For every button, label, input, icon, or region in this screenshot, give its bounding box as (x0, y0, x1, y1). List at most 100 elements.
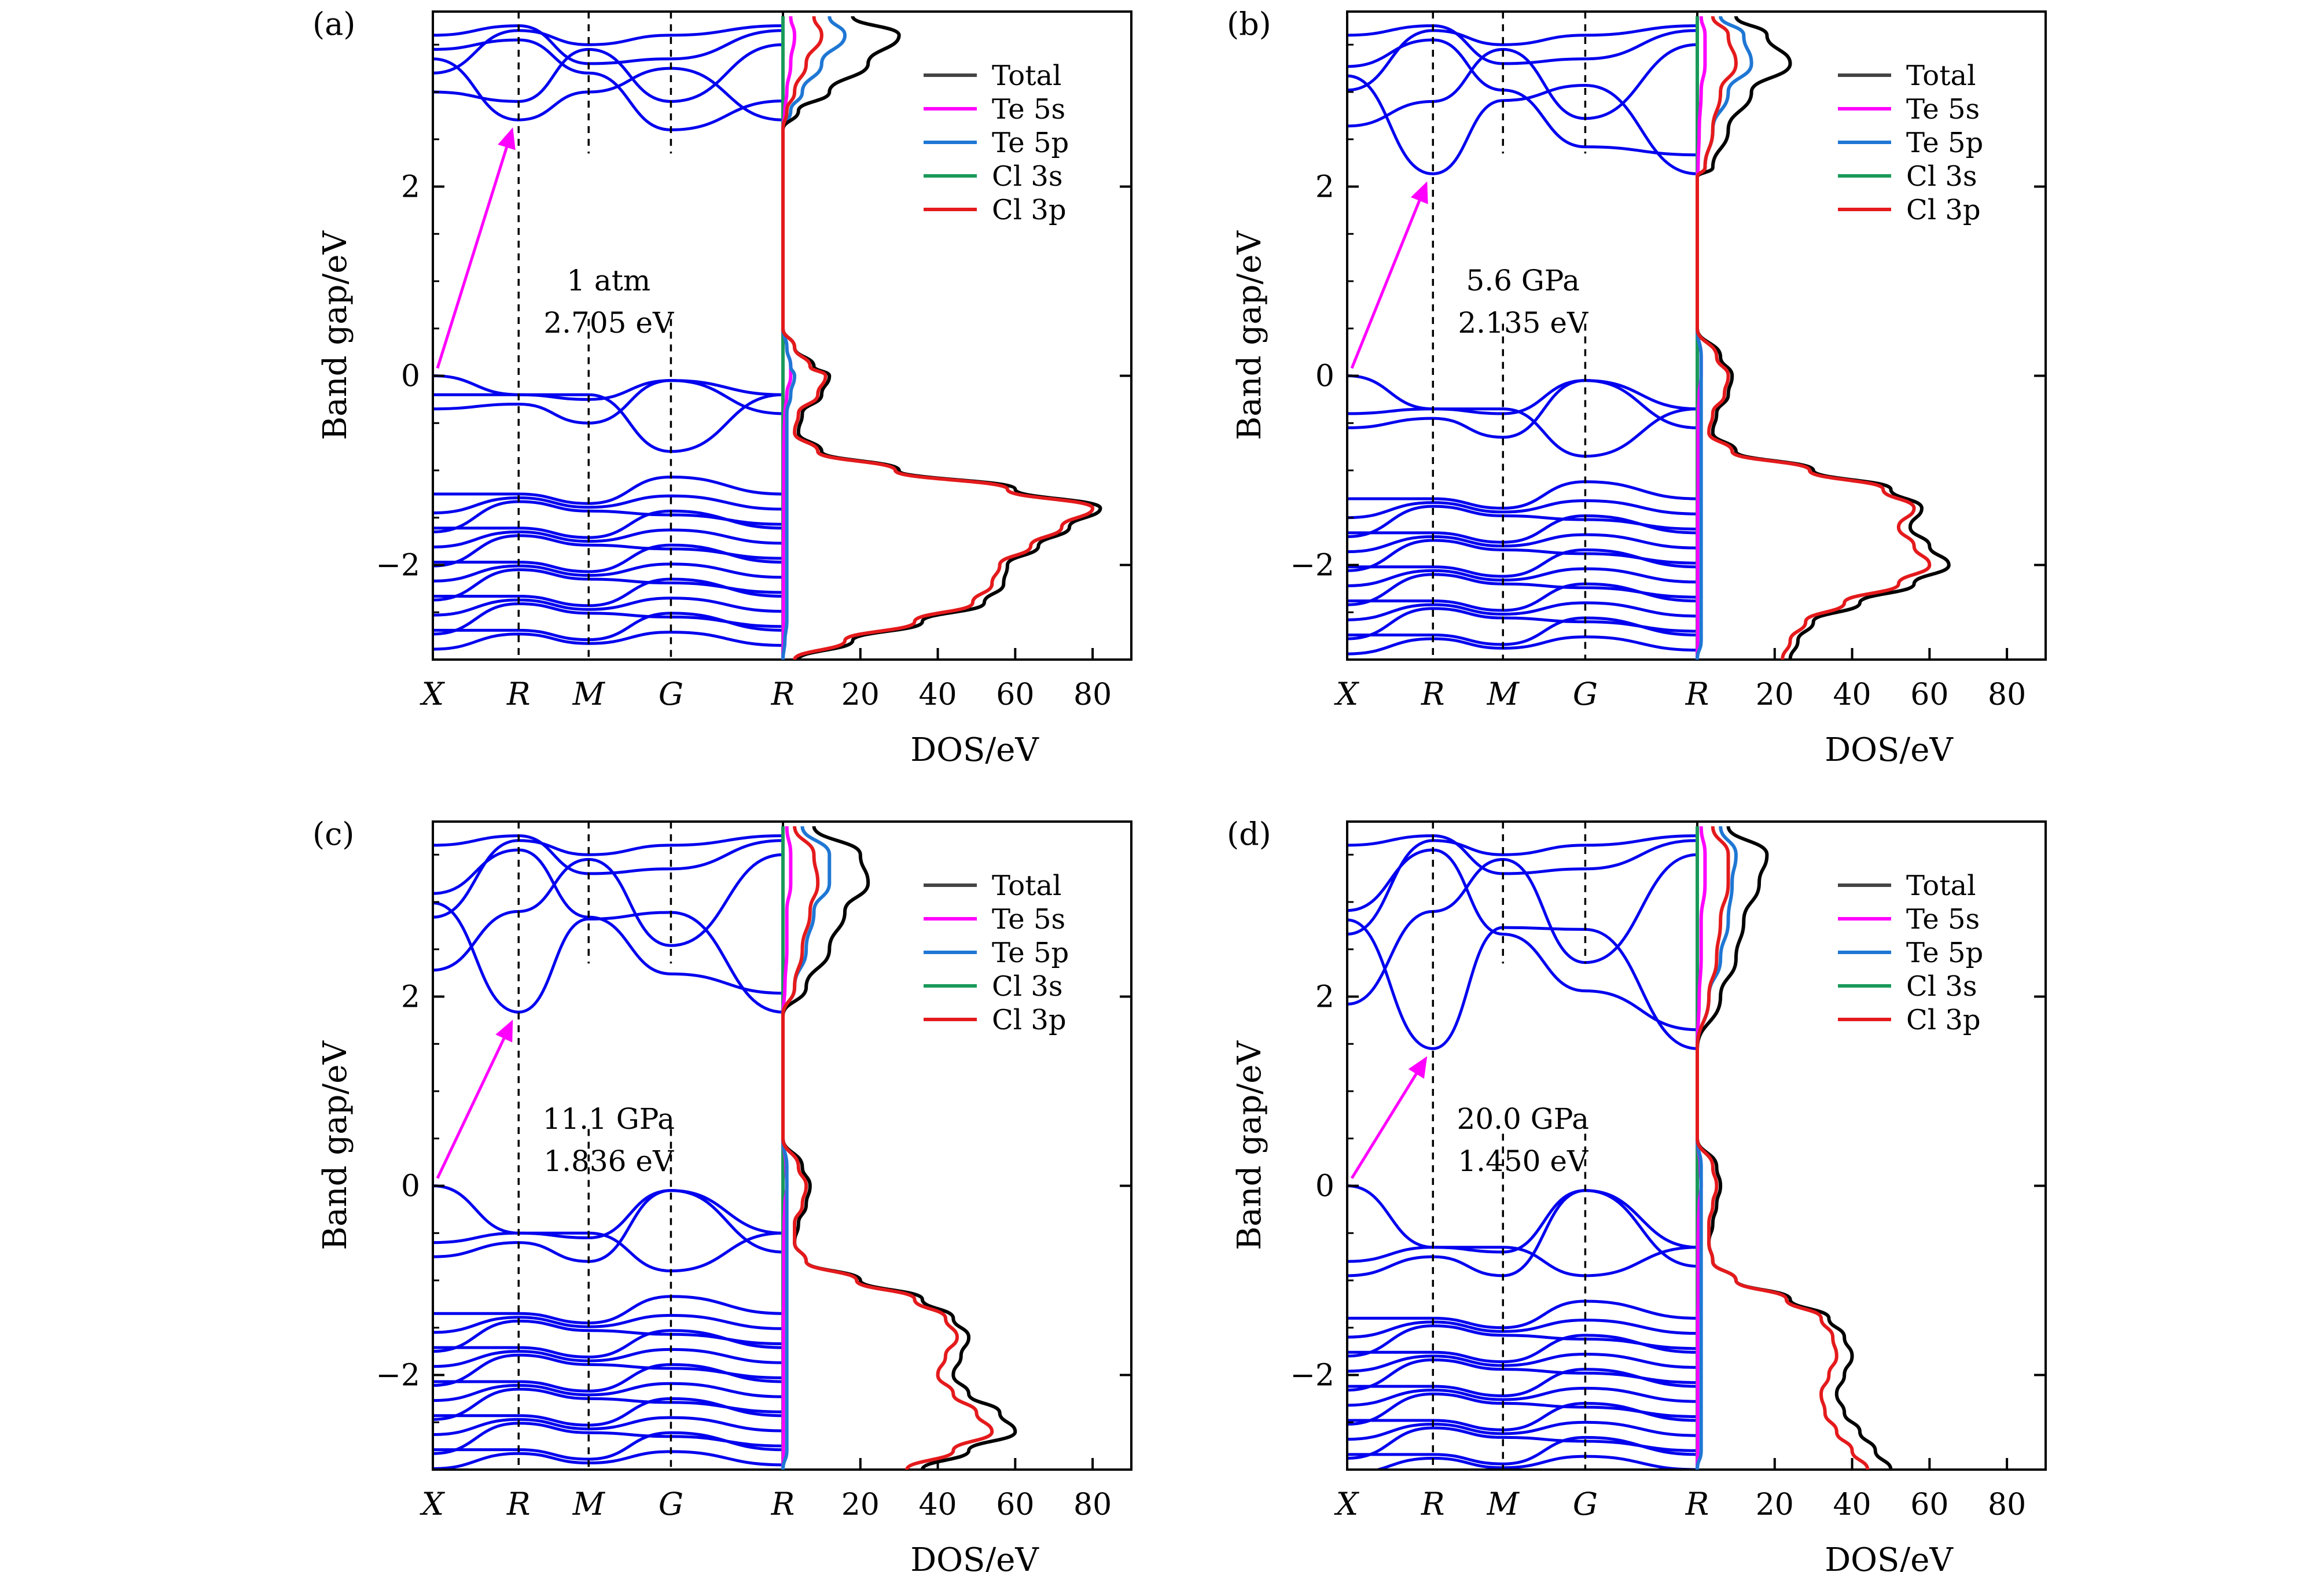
band-gap-arrowhead (495, 1019, 513, 1043)
valence-band (433, 494, 784, 515)
dos-tick-label: 20 (841, 1488, 880, 1522)
legend-label: Cl 3s (1906, 160, 1977, 193)
y-tick-label: 2 (401, 170, 420, 204)
valence-band (1347, 1386, 1698, 1407)
dos-axis-label: DOS/eV (910, 731, 1039, 769)
band-lines (1347, 834, 1698, 1470)
valence-band (433, 612, 784, 642)
valence-band (1347, 616, 1698, 646)
valence-band (1347, 1189, 1698, 1278)
kpoint-label: R (506, 1486, 531, 1522)
band-gap-arrow (1350, 200, 1421, 369)
valence-band (1347, 1246, 1698, 1278)
valence-band (433, 1416, 784, 1436)
panel-label: (c) (312, 816, 354, 852)
legend-label: Te 5p (992, 127, 1069, 159)
valence-band (433, 1363, 784, 1393)
gap-label: 2.705 eV (543, 306, 674, 340)
dos-tick-label: 40 (1833, 678, 1871, 712)
legend-label: Te 5s (1906, 93, 1980, 126)
kpoint-label: X (420, 676, 446, 712)
valence-band (433, 543, 784, 573)
dos-series-total (781, 15, 1102, 660)
dos-tick-label: 40 (918, 1488, 957, 1522)
valence-band (433, 1431, 784, 1461)
dos-tick-label: 60 (1910, 1488, 1948, 1522)
dos-tick-label: 40 (918, 678, 957, 712)
dos-series-te-5s (1696, 826, 1707, 1470)
valence-band (433, 597, 784, 617)
band-gap-arrow (436, 1037, 506, 1179)
dos-curves (781, 826, 1017, 1470)
y-tick-label: −2 (376, 548, 420, 583)
pressure-label: 5.6 GPa (1466, 264, 1580, 297)
pressure-label: 20.0 GPa (1457, 1102, 1589, 1136)
band-lines (1347, 24, 1698, 656)
kpoint-label: G (1573, 1486, 1598, 1522)
dos-series-cl-3p (1696, 826, 1870, 1470)
legend-label: Te 5p (1906, 127, 1983, 159)
y-tick-label: −2 (1290, 548, 1334, 583)
conduction-band (1347, 853, 1698, 1006)
dos-curves (781, 15, 1102, 660)
dos-series-te-5s (1696, 16, 1707, 660)
panel-label: (a) (312, 6, 355, 42)
dos-tick-label: 20 (1756, 678, 1794, 712)
kpoint-label: R (771, 1486, 795, 1522)
valence-band (1347, 1299, 1698, 1330)
dos-series-total (1696, 16, 1951, 660)
dos-series-te-5p (781, 16, 847, 660)
conduction-band (1347, 834, 1698, 936)
valence-band (433, 1397, 784, 1427)
legend-label: Total (992, 870, 1061, 902)
legend-label: Cl 3p (992, 194, 1067, 226)
conduction-band (1347, 848, 1698, 1032)
valence-band (1347, 548, 1698, 578)
valence-band (433, 1184, 784, 1239)
valence-band (433, 393, 784, 453)
pressure-label: 1 atm (567, 264, 650, 297)
valence-band (433, 1450, 784, 1470)
valence-band (1347, 499, 1698, 520)
valence-band (433, 1231, 784, 1273)
valence-band (433, 509, 784, 539)
gap-label: 1.450 eV (1458, 1144, 1588, 1178)
kpoint-label: X (1334, 676, 1360, 712)
valence-band (1347, 480, 1698, 510)
dos-axis-label: DOS/eV (910, 1541, 1039, 1572)
dos-tick-label: 80 (1073, 1488, 1112, 1522)
dos-series-te-5s (781, 16, 797, 660)
y-tick-label: −2 (1290, 1358, 1334, 1393)
kpoint-label: X (1334, 1486, 1360, 1522)
dos-series-te-5s (781, 826, 793, 1470)
legend-label: Cl 3p (992, 1004, 1067, 1036)
kpoint-label: G (659, 676, 683, 712)
legend-label: Te 5s (1906, 903, 1980, 936)
kpoint-label: G (659, 1486, 683, 1522)
y-tick-label: 0 (401, 1169, 420, 1203)
kpoint-label: R (1685, 1486, 1709, 1522)
legend-label: Te 5s (992, 93, 1065, 126)
kpoint-label: M (1487, 676, 1520, 712)
valence-band (1347, 374, 1698, 415)
valence-band (1347, 1334, 1698, 1364)
kpoint-label: R (1421, 676, 1445, 712)
conduction-band (433, 38, 784, 131)
gap-label: 2.135 eV (1458, 306, 1588, 340)
gap-label: 1.836 eV (543, 1144, 674, 1178)
dos-tick-label: 60 (996, 1488, 1034, 1522)
band-gap-arrowhead (498, 127, 516, 150)
valence-band (433, 631, 784, 651)
valence-band (433, 379, 784, 425)
dos-series-cl-3p (1696, 16, 1932, 660)
band-gap-arrow (436, 146, 508, 369)
dos-tick-label: 80 (1988, 678, 2026, 712)
valence-band (1347, 1184, 1698, 1254)
conduction-band (433, 43, 784, 103)
legend-label: Te 5p (1906, 937, 1983, 969)
y-axis-label: Band gap/eV (1231, 1040, 1268, 1250)
dos-tick-label: 80 (1988, 1488, 2026, 1522)
